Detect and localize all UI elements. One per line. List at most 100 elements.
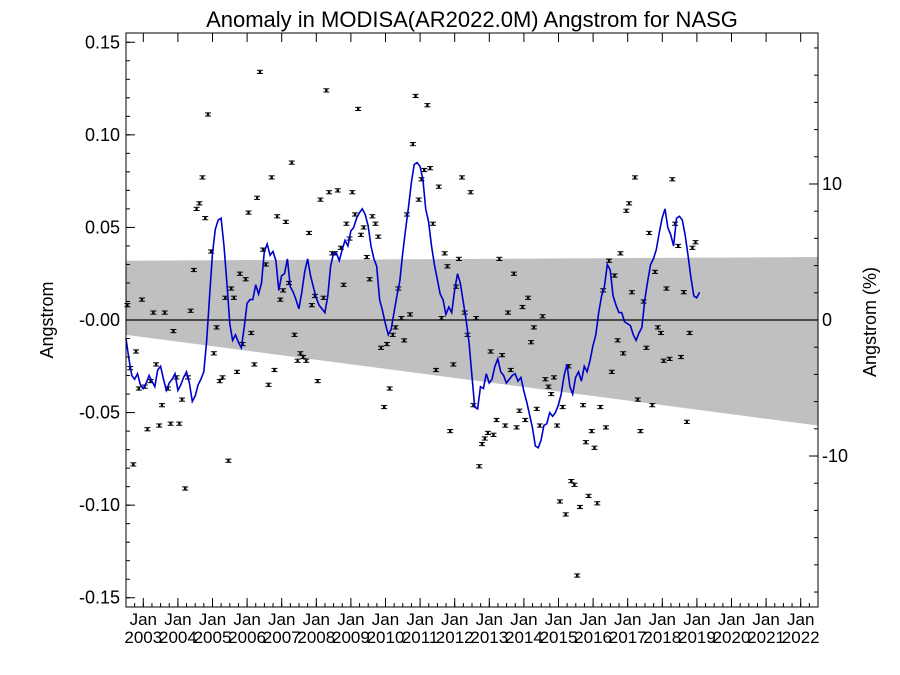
point-marker [296,359,299,362]
anomaly-point [562,512,569,517]
x-tick-label-month: Jan [130,610,157,629]
anomaly-point [415,197,422,202]
point-marker [132,463,135,466]
point-marker [204,217,207,220]
point-marker [402,339,406,342]
anomaly-point [213,325,220,330]
point-marker [152,311,155,314]
point-marker [342,283,345,286]
point-marker [645,346,648,349]
anomaly-point [389,332,396,337]
x-tick-label-year: 2009 [332,628,370,647]
anomaly-point [277,297,284,302]
point-marker [607,259,611,262]
anomaly-point [357,232,364,237]
point-marker [391,333,394,336]
point-marker [270,176,273,179]
point-marker [276,215,279,218]
point-marker [532,326,536,329]
point-marker [668,357,671,360]
point-marker [486,431,490,434]
anomaly-point [441,251,448,256]
x-tick-label-month: Jan [441,610,468,629]
uncertainty-band-layer [126,257,818,426]
anomaly-point [574,573,581,578]
point-marker [613,274,616,277]
point-marker [238,272,242,275]
left-y-axis: 0.15 0.10 0.05 -0.00 -0.05 -0.10 -0.15 [79,32,135,608]
anomaly-point [611,273,618,278]
anomaly-point [334,188,341,193]
anomaly-point [144,427,151,432]
point-marker [446,265,449,268]
anomaly-point [161,310,168,315]
point-marker [267,383,270,386]
point-marker [558,500,562,503]
x-tick-label-month: Jan [406,610,433,629]
left-tick-label: -0.05 [79,403,120,423]
anomaly-point [205,112,212,117]
point-marker [408,313,412,316]
point-marker [374,222,377,225]
anomaly-point [234,369,241,374]
point-marker [443,252,446,255]
anomaly-point [646,230,653,236]
anomaly-point [487,349,494,354]
point-marker [201,176,204,179]
point-marker [547,385,550,388]
anomaly-point [545,384,552,389]
x-tick-label-year: 2013 [470,628,508,647]
point-marker [673,222,677,225]
anomaly-point [369,214,376,219]
x-tick-label-year: 2021 [747,628,785,647]
anomaly-point [363,254,370,260]
point-marker [146,428,149,431]
point-marker [299,352,302,355]
anomaly-point [568,478,575,484]
point-marker [656,326,660,329]
point-marker [126,304,129,307]
point-marker [610,370,613,373]
point-marker [599,406,602,409]
point-marker [264,263,267,266]
anomaly-point [196,201,203,206]
point-marker [215,326,218,329]
point-marker [625,209,628,212]
anomaly-point [571,482,578,487]
point-marker [417,198,420,201]
anomaly-point [383,341,390,347]
anomaly-point [479,441,486,447]
point-marker [544,378,547,381]
point-marker [567,365,570,368]
x-tick-label-year: 2022 [782,628,820,647]
uncertainty-band [126,257,818,426]
point-marker [400,317,403,320]
x-axis: Jan2003Jan2004Jan2005Jan2006Jan2007Jan20… [124,33,820,647]
anomaly-point [455,256,462,261]
anomaly-point [513,425,520,430]
x-tick-label-month: Jan [337,610,364,629]
point-marker [209,250,213,253]
anomaly-point [556,499,563,504]
anomaly-point [256,69,263,74]
anomaly-point [516,408,523,413]
x-tick-label-year: 2014 [505,628,543,647]
anomaly-point [669,177,676,182]
point-marker [495,418,498,421]
anomaly-point [170,329,177,334]
anomaly-point [297,351,304,356]
anomaly-point [225,458,232,463]
point-marker [287,281,291,284]
point-marker [192,269,196,272]
anomaly-point [602,425,609,430]
point-marker [154,363,158,366]
anomaly-point [686,330,693,336]
point-marker [206,113,210,116]
anomaly-point [649,403,656,408]
point-marker [301,356,305,359]
point-marker [677,244,680,247]
anomaly-point [683,419,690,424]
point-marker [365,256,369,259]
anomaly-point [539,314,546,319]
point-marker [258,70,262,73]
